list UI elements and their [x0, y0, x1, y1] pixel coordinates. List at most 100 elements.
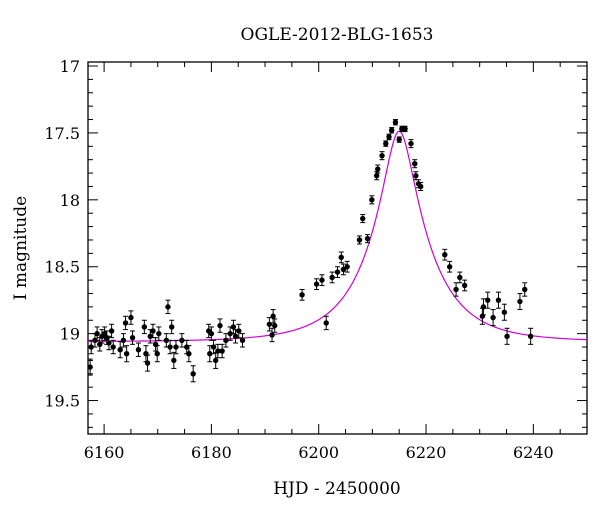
x-tick-label: 6220	[406, 443, 447, 462]
data-point	[217, 318, 223, 333]
point-marker	[453, 286, 459, 293]
data-point	[392, 119, 399, 126]
data-point	[461, 279, 468, 292]
point-marker	[179, 337, 185, 344]
tick-labels: 6160 6180 6200 6220 6240 17 17.5 18 18.5 19 19.5	[44, 57, 553, 462]
data-point	[364, 234, 371, 244]
point-marker	[457, 274, 463, 281]
point-marker	[217, 322, 223, 329]
data-point	[239, 333, 246, 348]
data-point	[375, 164, 381, 174]
point-marker	[150, 328, 156, 334]
data-point	[122, 315, 129, 331]
data-point	[495, 291, 502, 309]
data-point	[356, 235, 363, 245]
point-marker	[227, 330, 233, 337]
point-marker	[313, 281, 320, 287]
point-marker	[128, 314, 134, 321]
point-marker	[122, 320, 129, 326]
point-marker	[479, 313, 486, 319]
point-marker	[101, 330, 108, 337]
point-marker	[461, 282, 468, 289]
point-marker	[208, 330, 215, 337]
data-point	[227, 326, 233, 341]
data-point	[379, 151, 385, 161]
data-point	[517, 292, 523, 311]
data-point	[408, 139, 414, 149]
data-point	[173, 339, 179, 355]
x-axis-label: HJD - 2450000	[273, 479, 401, 499]
point-marker	[173, 344, 179, 350]
data-point	[504, 327, 510, 345]
point-marker	[232, 333, 239, 340]
point-marker	[319, 277, 325, 283]
data-point	[329, 271, 335, 284]
data-point	[108, 323, 115, 339]
data-point	[179, 333, 185, 348]
data-point	[190, 365, 196, 383]
point-marker	[490, 314, 496, 321]
data-point	[413, 171, 419, 181]
data-point	[171, 351, 177, 369]
point-marker	[239, 337, 246, 344]
data-point	[490, 309, 496, 327]
point-marker	[413, 173, 419, 179]
data-point	[141, 319, 148, 335]
data-point	[388, 127, 395, 134]
point-marker	[223, 337, 229, 344]
data-point	[269, 327, 275, 343]
point-marker	[154, 351, 160, 357]
point-marker	[375, 166, 381, 172]
point-marker	[266, 321, 273, 327]
data-point	[417, 181, 424, 191]
point-marker	[446, 264, 453, 270]
data-point	[323, 315, 329, 331]
data-point	[128, 310, 134, 325]
data-point	[270, 309, 276, 324]
y-tick-label: 17.5	[44, 124, 80, 143]
axis-ticks	[88, 62, 588, 434]
point-marker	[356, 237, 363, 243]
point-marker	[163, 337, 170, 344]
data-point	[485, 291, 491, 309]
data-point	[106, 335, 112, 351]
y-tick-label: 18.5	[44, 258, 80, 277]
point-marker	[379, 152, 385, 159]
data-point	[129, 330, 136, 345]
y-tick-label: 19.5	[44, 392, 80, 411]
point-marker	[236, 328, 242, 334]
point-marker	[522, 286, 528, 293]
point-marker	[141, 324, 148, 330]
data-point	[319, 274, 325, 286]
point-marker	[504, 333, 510, 340]
data-point	[457, 271, 463, 284]
data-point	[123, 345, 130, 363]
data-point	[338, 251, 344, 264]
point-marker	[87, 364, 93, 370]
x-tick-label: 6180	[191, 443, 232, 462]
data-point	[527, 327, 534, 345]
point-marker	[495, 297, 502, 303]
point-marker	[110, 344, 116, 350]
point-marker	[215, 348, 221, 354]
y-tick-label: 19	[60, 325, 80, 344]
point-marker	[94, 330, 100, 337]
data-point	[215, 343, 221, 359]
point-marker	[364, 235, 371, 242]
point-marker	[270, 313, 276, 319]
point-marker	[329, 274, 335, 281]
point-marker	[190, 371, 196, 377]
data-point	[135, 342, 142, 357]
point-marker	[412, 160, 418, 167]
data-point	[272, 318, 278, 333]
point-marker	[272, 322, 278, 329]
point-marker	[108, 328, 115, 334]
point-marker	[123, 351, 130, 357]
point-marker	[219, 348, 225, 354]
data-points	[87, 119, 534, 383]
data-point	[369, 195, 375, 205]
point-marker	[269, 332, 275, 338]
data-point	[360, 214, 366, 224]
